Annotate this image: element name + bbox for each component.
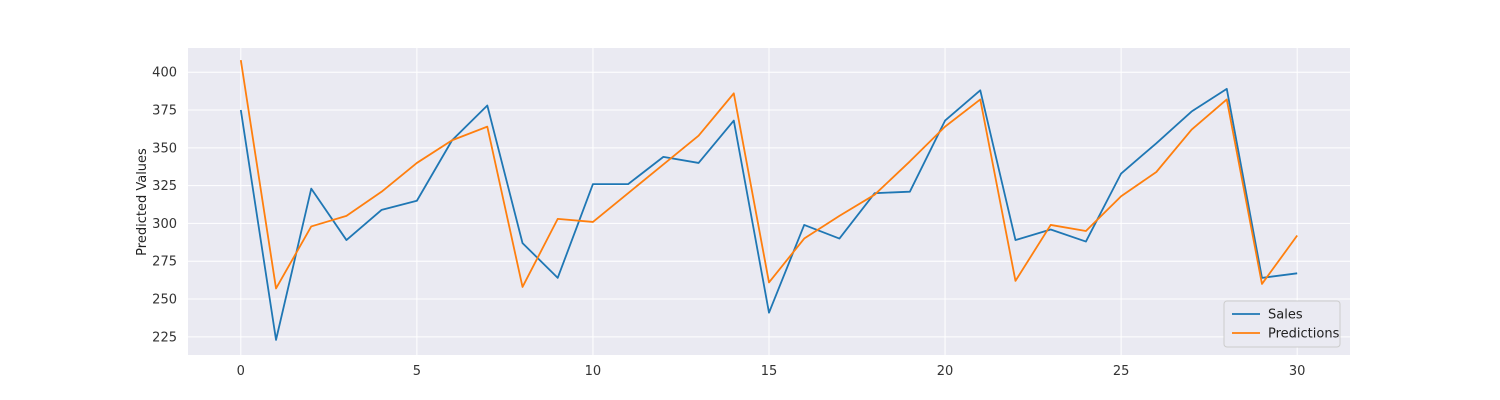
x-tick-label: 0: [237, 364, 245, 379]
x-tick-label: 25: [1113, 364, 1130, 379]
y-tick-label: 350: [152, 141, 177, 156]
y-tick-label: 250: [152, 293, 177, 308]
legend-label: Sales: [1268, 308, 1303, 323]
x-tick-label: 30: [1289, 364, 1306, 379]
x-tick-label: 5: [413, 364, 421, 379]
y-tick-label: 300: [152, 217, 177, 232]
y-tick-label: 400: [152, 66, 177, 81]
y-tick-label: 375: [152, 104, 177, 119]
x-tick-labels: 0 5 10 15 20 25 30: [237, 364, 1306, 379]
series-line-predictions: [239, 59, 1298, 290]
grid-lines: [188, 48, 1350, 355]
series-line-sales: [239, 87, 1298, 341]
y-tick-label: 275: [152, 255, 177, 270]
y-tick-labels: 225 250 275 300 325 350 375 400: [152, 66, 177, 346]
y-axis-title: Predicted Values: [135, 148, 150, 256]
y-tick-label: 225: [152, 330, 177, 345]
legend-box: [1223, 300, 1341, 348]
series-layer: [239, 59, 1298, 341]
legend-label: Predictions: [1268, 327, 1340, 342]
x-tick-label: 10: [585, 364, 602, 379]
x-tick-label: 20: [937, 364, 954, 379]
y-tick-label: 325: [152, 179, 177, 194]
legend: Sales Predictions: [1223, 300, 1341, 348]
x-tick-label: 15: [761, 364, 778, 379]
